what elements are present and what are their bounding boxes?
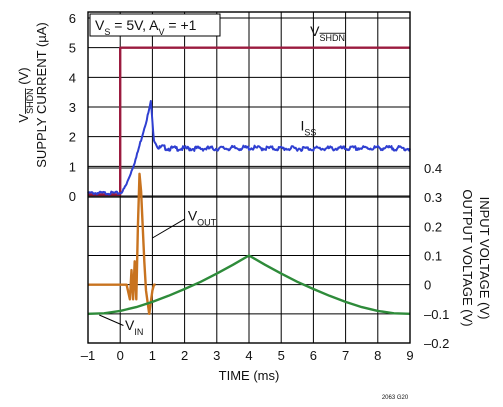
left-tick-label: 0	[69, 189, 76, 204]
figure-id: 2063 G20	[382, 395, 409, 401]
x-tick-label: 1	[149, 348, 156, 363]
x-tick-label: 4	[245, 348, 252, 363]
series-group	[87, 46, 411, 315]
left-axis-label-vshdn: VSHDN (V)	[16, 67, 35, 122]
series-v-shdn	[88, 46, 410, 196]
right-tick-label: –0.1	[424, 307, 449, 322]
left-tick-label: 6	[69, 11, 76, 26]
x-tick-label: 5	[278, 348, 285, 363]
right-tick-label: 0.2	[424, 219, 442, 234]
right-axis-label-output: OUTPUT VOLTAGE (V)	[460, 189, 475, 326]
left-tick-label: 3	[69, 100, 76, 115]
label-vout: VOUT	[188, 208, 217, 228]
annotation-text: VS = 5V, AV = +1	[95, 17, 197, 37]
right-tick-label: 0.4	[424, 161, 442, 176]
left-tick-label: 1	[69, 159, 76, 174]
label-vin: VIN	[125, 317, 143, 337]
right-axis-label-input: INPUT VOLTAGE (V)	[477, 197, 492, 320]
left-axis-label-supply: SUPPLY CURRENT (µA)	[34, 22, 49, 167]
x-tick-label: 2	[181, 348, 188, 363]
series-i-ss	[87, 100, 411, 196]
annotation-box	[89, 13, 221, 37]
label-vshdn: VSHDN	[310, 23, 345, 43]
right-tick-label: –0.2	[424, 336, 449, 351]
right-tick-label: 0.3	[424, 190, 442, 205]
vin-label-pointer	[99, 314, 124, 326]
x-tick-label: 9	[406, 348, 413, 363]
plot-frame	[87, 11, 411, 344]
series-v-in	[87, 254, 411, 315]
x-tick-label: –1	[81, 348, 95, 363]
vout-label-pointer	[152, 218, 185, 239]
label-iss: ISS	[301, 118, 317, 138]
x-tick-label: 6	[310, 348, 317, 363]
x-tick-label: 0	[117, 348, 124, 363]
x-tick-label: 3	[213, 348, 220, 363]
x-axis-label: TIME (ms)	[219, 368, 280, 383]
left-tick-label: 4	[69, 70, 76, 85]
right-tick-label: 0	[424, 278, 431, 293]
tick-labels: –1 0 1 2 3 4 5 6 7 8 9 0 1 2 3 4 5 6 –0.2 –0.1 0 0.1 0.2 0.3 0.4	[69, 11, 450, 363]
left-tick-label: 5	[69, 41, 76, 56]
right-tick-label: 0.1	[424, 249, 442, 264]
x-tick-label: 8	[374, 348, 381, 363]
x-tick-label: 7	[342, 348, 349, 363]
left-tick-label: 2	[69, 130, 76, 145]
